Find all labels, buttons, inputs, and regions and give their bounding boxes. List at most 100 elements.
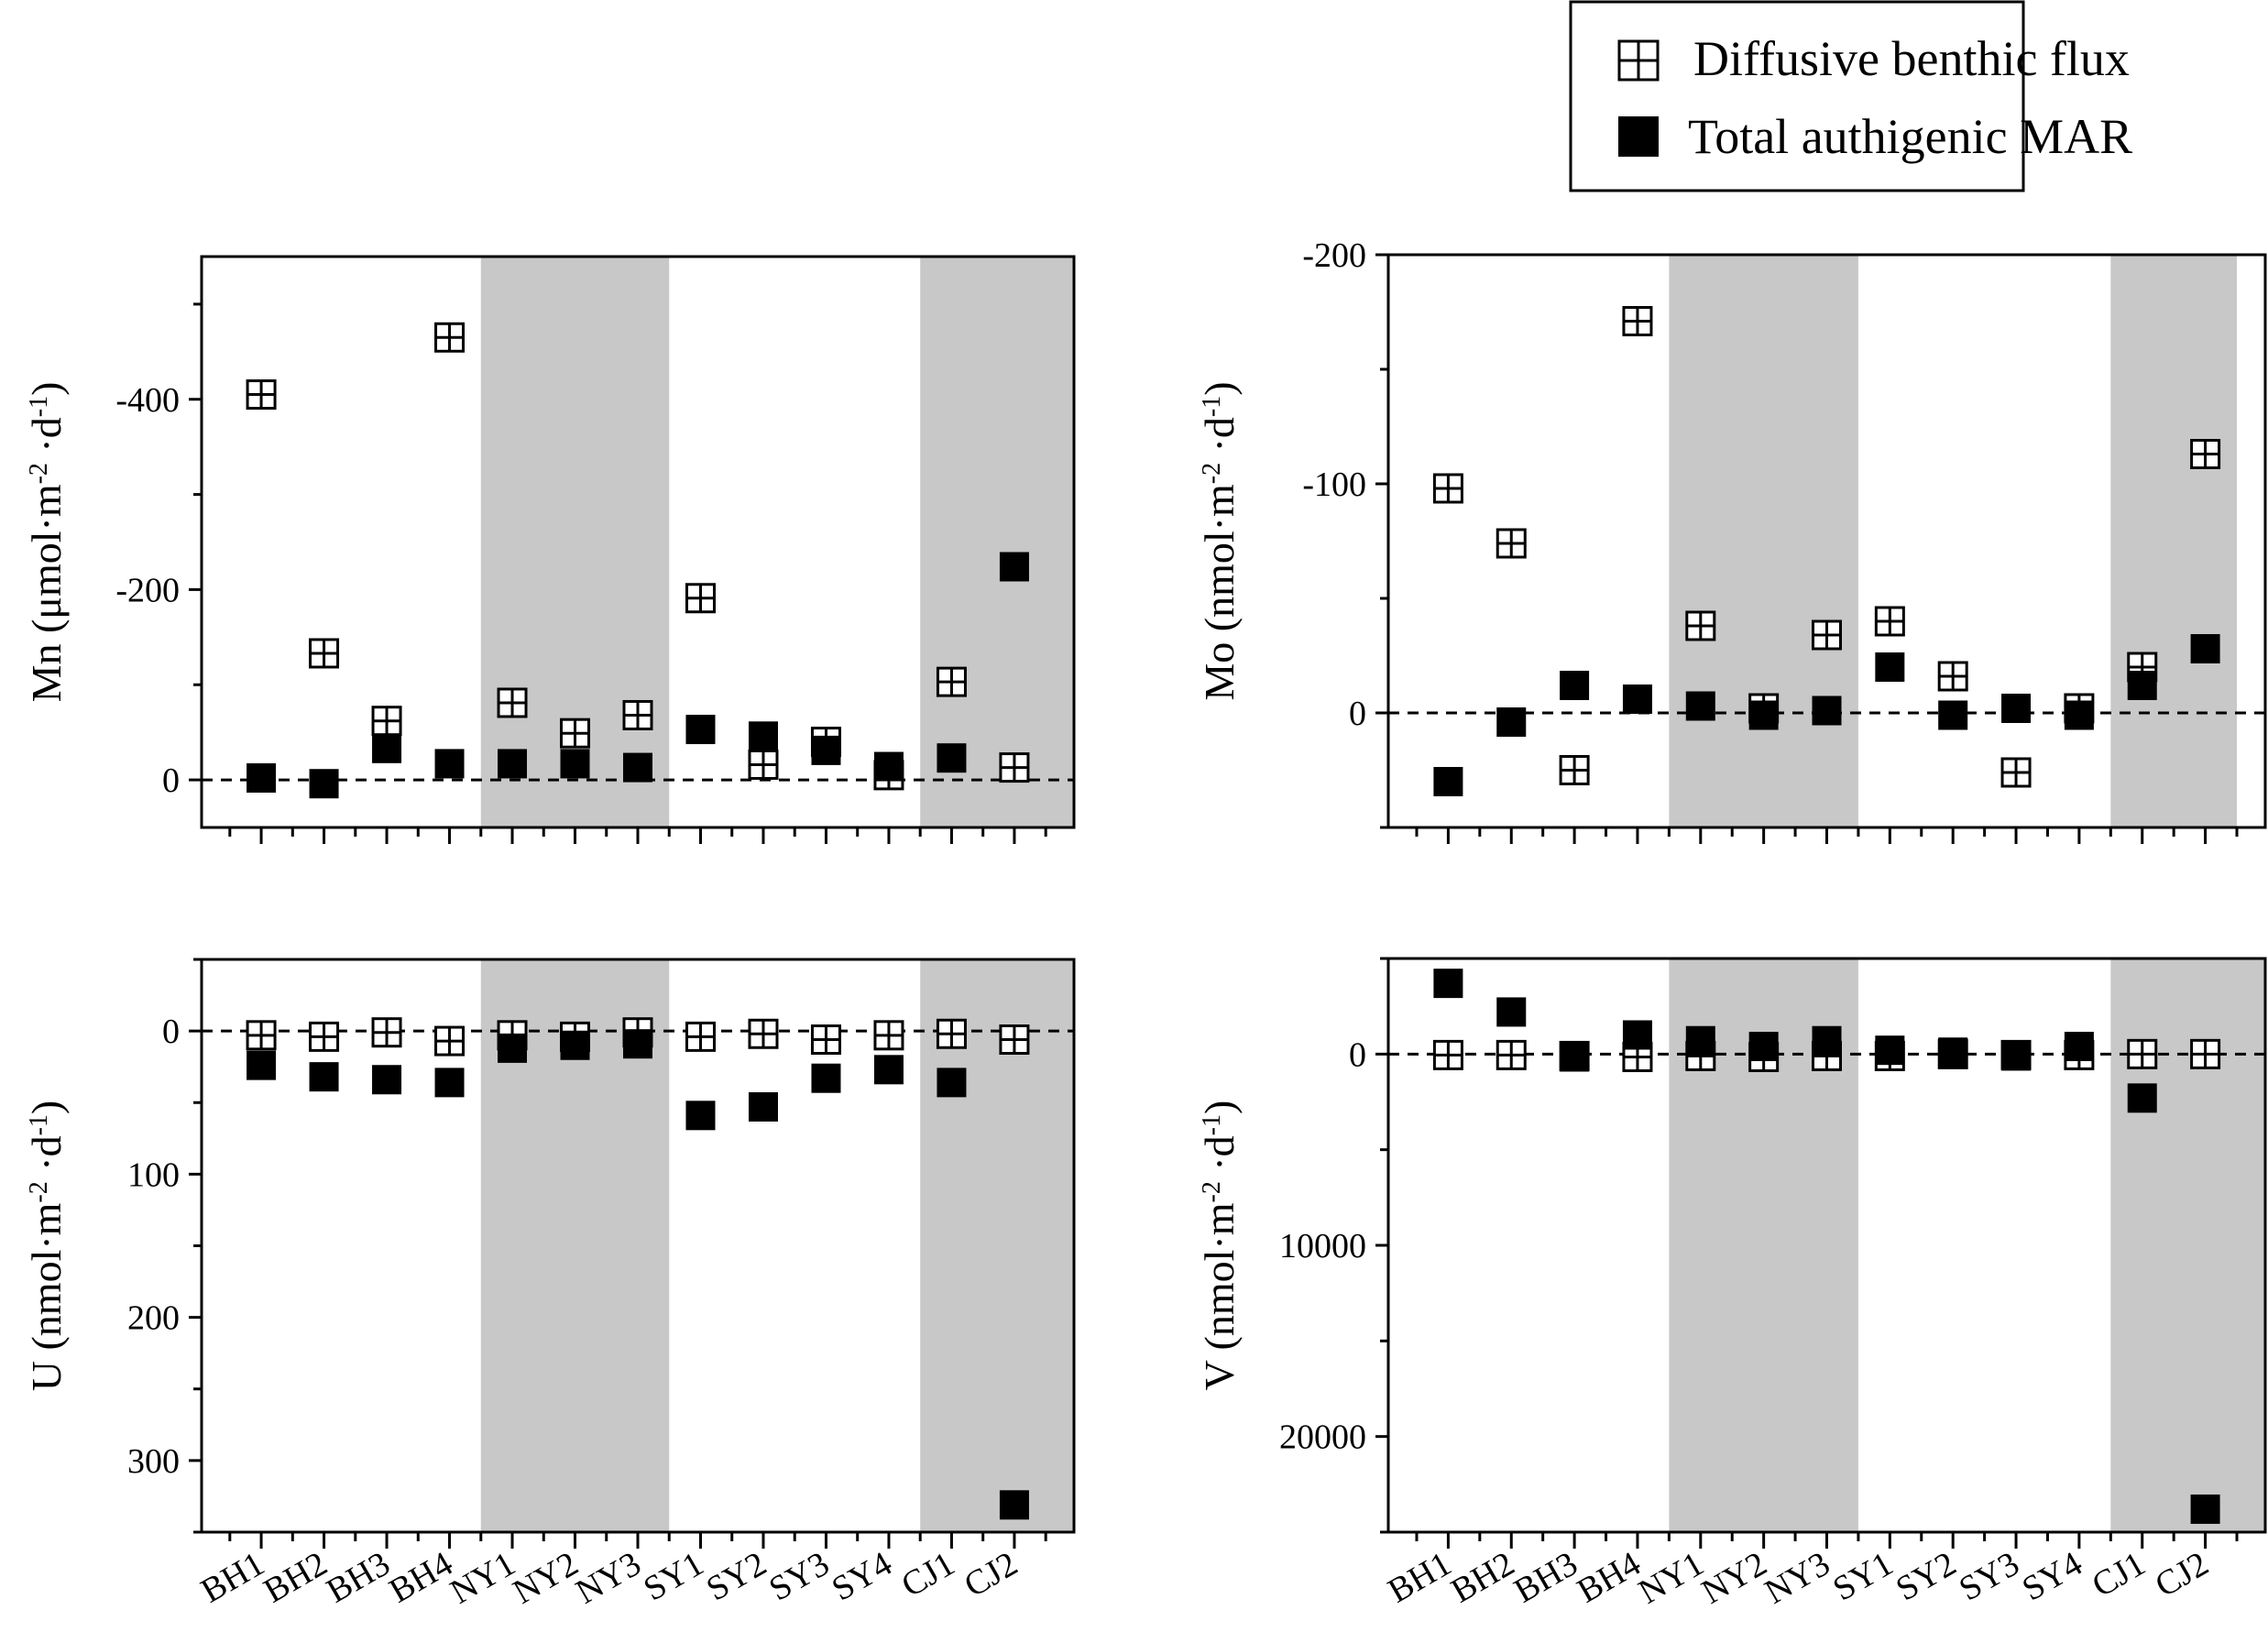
mn-ytick-label: -200 <box>115 571 180 609</box>
v-mar-point <box>1560 1042 1590 1072</box>
mn-y-axis-label-part: Mn (μmol·m <box>23 484 70 702</box>
v-panel: 01000020000BH1BH2BH3BH4NY1NY2NY3SY1SY2SY… <box>1196 957 2267 1612</box>
mo-mar-point <box>1938 700 1968 730</box>
u-y-axis-label-part: ) <box>23 1101 70 1114</box>
mo-mar-point <box>1812 696 1842 726</box>
mn-diffusive-point <box>560 717 591 749</box>
mo-diffusive-point <box>1874 606 1905 637</box>
u-category-label: CJ1 <box>895 1544 961 1605</box>
u-mar-point <box>434 1068 465 1098</box>
mo-diffusive-point <box>1685 610 1716 641</box>
mn-y-axis-label-part: ) <box>23 382 70 396</box>
v-diffusive-point <box>2127 1038 2158 1069</box>
mo-panel: 0 -100 -200 Mo (nmol·m-2 ·d-1) <box>1196 236 2267 844</box>
u-diffusive-point <box>309 1021 340 1052</box>
u-category-label: SY2 <box>700 1544 773 1608</box>
mn-mar-point <box>498 749 528 779</box>
u-mar-point <box>999 1490 1029 1520</box>
u-diffusive-point <box>810 1024 841 1055</box>
v-category-label: SY1 <box>1826 1544 1900 1608</box>
mo-y-axis-label-sup: -1 <box>1198 396 1226 417</box>
v-y-axis-label-sup: -1 <box>1198 1114 1226 1135</box>
v-y-axis-label-part: ) <box>1196 1101 1243 1114</box>
mo-ytick-label: 0 <box>1349 695 1366 733</box>
mn-shaded-band-1 <box>920 257 1074 827</box>
u-diffusive-point <box>246 1020 277 1051</box>
u-mar-point <box>873 1055 904 1085</box>
u-y-axis-label-part: U (nmol·m <box>23 1202 70 1391</box>
mn-diffusive-point <box>685 583 716 614</box>
u-mar-point <box>623 1029 652 1059</box>
v-mar-point <box>2001 1041 2032 1071</box>
u-mar-point <box>937 1068 967 1098</box>
mo-diffusive-point <box>2190 439 2221 469</box>
u-category-label: NY3 <box>570 1544 648 1611</box>
v-mar-point <box>2064 1031 2094 1061</box>
v-mar-point <box>1685 1025 1715 1056</box>
v-ytick-label: 10000 <box>1279 1227 1366 1265</box>
u-y-axis-label-part: ·d <box>23 1135 70 1181</box>
v-category-label: SY3 <box>1953 1544 2026 1608</box>
u-diffusive-point <box>748 1018 779 1049</box>
mo-mar-point <box>2001 694 2032 723</box>
v-mar-point <box>1622 1020 1652 1050</box>
v-y-axis-label: V (nmol·m-2 ·d-1) <box>1196 1101 1243 1391</box>
mo-diffusive-point <box>1496 528 1527 559</box>
mo-mar-point <box>1560 671 1590 700</box>
mo-diffusive-point <box>2000 757 2032 788</box>
v-ytick-label: 20000 <box>1279 1418 1366 1457</box>
mo-mar-point <box>2190 634 2220 663</box>
legend-frame <box>1569 0 2025 192</box>
u-mar-point <box>685 1101 716 1131</box>
mn-mar-point <box>685 715 716 745</box>
legend: Diffusive benthic flux Total authigenic … <box>1569 0 2132 192</box>
mn-mar-point <box>309 769 339 799</box>
v-mar-point <box>1938 1037 1968 1068</box>
u-diffusive-point <box>371 1017 402 1048</box>
mo-mar-point <box>1622 685 1652 714</box>
mn-diffusive-point <box>434 322 466 353</box>
mo-mar-point <box>1496 707 1527 737</box>
v-diffusive-point <box>1432 1039 1463 1070</box>
v-mar-point <box>1812 1025 1842 1056</box>
mo-y-axis-label: Mo (nmol·m-2 ·d-1) <box>1196 381 1243 700</box>
v-category-label: SY2 <box>1890 1544 1963 1608</box>
mo-diffusive-point <box>1937 661 1968 692</box>
u-diffusive-point <box>873 1020 904 1051</box>
mn-diffusive-point <box>748 749 779 780</box>
u-y-axis-label-sup: -1 <box>25 1114 53 1135</box>
v-mar-point <box>1496 997 1527 1027</box>
mn-diffusive-point <box>497 687 528 718</box>
u-diffusive-point <box>685 1021 716 1052</box>
legend-mar-marker <box>1618 116 1659 157</box>
mn-y-axis-label-part: ·d <box>23 417 70 463</box>
mn-diffusive-point <box>999 752 1030 783</box>
v-mar-point <box>2190 1494 2220 1524</box>
u-y-axis-label-sup: -2 <box>25 1181 53 1202</box>
mn-diffusive-point <box>309 638 340 669</box>
u-ytick-label: 100 <box>127 1156 180 1194</box>
v-category-label: CJ1 <box>2086 1544 2152 1605</box>
u-mar-point <box>309 1062 339 1092</box>
mo-mar-point <box>1685 691 1715 721</box>
v-mar-point <box>1875 1035 1905 1066</box>
u-mar-point <box>811 1063 841 1093</box>
v-diffusive-point <box>1496 1039 1527 1070</box>
mo-diffusive-point <box>1812 619 1842 651</box>
u-mar-point <box>247 1050 277 1080</box>
mn-ytick-label: 0 <box>162 761 180 800</box>
mo-ytick-label: -200 <box>1302 236 1366 275</box>
mn-mar-point <box>748 721 778 751</box>
mo-y-axis-label-part: ·d <box>1196 417 1243 463</box>
u-mar-point <box>560 1030 590 1060</box>
mn-mar-point <box>937 743 967 773</box>
u-diffusive-point <box>936 1018 967 1049</box>
mn-ytick-label: -400 <box>115 381 180 420</box>
mn-y-axis-label: Mn (μmol·m-2 ·d-1) <box>23 382 70 703</box>
v-category-label: CJ2 <box>2149 1544 2215 1605</box>
mo-mar-point <box>2127 671 2157 700</box>
u-y-axis-label: U (nmol·m-2 ·d-1) <box>23 1101 70 1392</box>
mo-diffusive-point <box>1622 306 1653 336</box>
mo-y-axis-label-part: ) <box>1196 381 1243 395</box>
u-category-label: CJ2 <box>958 1544 1024 1605</box>
